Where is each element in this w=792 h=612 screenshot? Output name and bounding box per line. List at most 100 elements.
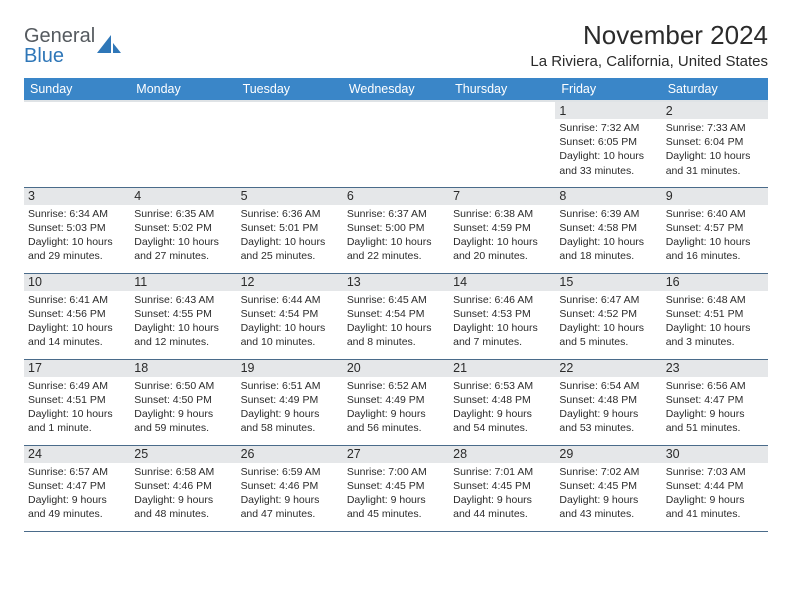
sunrise-line: Sunrise: 6:41 AM (28, 293, 126, 307)
day-number: 24 (24, 446, 130, 463)
sunrise-line: Sunrise: 6:57 AM (28, 465, 126, 479)
sunset-line: Sunset: 4:51 PM (28, 393, 126, 407)
day-number: 23 (662, 360, 768, 377)
daylight-line: Daylight: 9 hours (134, 407, 232, 421)
calendar-day-cell: 7Sunrise: 6:38 AMSunset: 4:59 PMDaylight… (449, 187, 555, 273)
sunrise-line: Sunrise: 6:52 AM (347, 379, 445, 393)
month-title: November 2024 (530, 20, 768, 51)
sunset-line: Sunset: 4:47 PM (28, 479, 126, 493)
daylight-line: Daylight: 9 hours (347, 493, 445, 507)
sunset-line: Sunset: 4:50 PM (134, 393, 232, 407)
calendar-day-cell: 10Sunrise: 6:41 AMSunset: 4:56 PMDayligh… (24, 273, 130, 359)
sunrise-line: Sunrise: 6:34 AM (28, 207, 126, 221)
day-number: 6 (343, 188, 449, 205)
calendar-day-cell: 17Sunrise: 6:49 AMSunset: 4:51 PMDayligh… (24, 359, 130, 445)
daylight-line: Daylight: 9 hours (666, 407, 764, 421)
calendar-day-cell: 4Sunrise: 6:35 AMSunset: 5:02 PMDaylight… (130, 187, 236, 273)
sunset-line: Sunset: 4:55 PM (134, 307, 232, 321)
sunset-line: Sunset: 4:54 PM (347, 307, 445, 321)
sunrise-line: Sunrise: 6:58 AM (134, 465, 232, 479)
daylight-line: and 45 minutes. (347, 507, 445, 521)
sunset-line: Sunset: 4:47 PM (666, 393, 764, 407)
sunset-line: Sunset: 4:46 PM (241, 479, 339, 493)
calendar-day-cell: 30Sunrise: 7:03 AMSunset: 4:44 PMDayligh… (662, 445, 768, 531)
daylight-line: and 43 minutes. (559, 507, 657, 521)
calendar-week-row: 17Sunrise: 6:49 AMSunset: 4:51 PMDayligh… (24, 359, 768, 445)
calendar-day-cell: 24Sunrise: 6:57 AMSunset: 4:47 PMDayligh… (24, 445, 130, 531)
day-number: 5 (237, 188, 343, 205)
sunrise-line: Sunrise: 6:50 AM (134, 379, 232, 393)
daylight-line: and 3 minutes. (666, 335, 764, 349)
sunrise-line: Sunrise: 7:00 AM (347, 465, 445, 479)
daylight-line: and 41 minutes. (666, 507, 764, 521)
daylight-line: and 14 minutes. (28, 335, 126, 349)
sunrise-line: Sunrise: 7:32 AM (559, 121, 657, 135)
daylight-line: Daylight: 10 hours (666, 321, 764, 335)
calendar-day-cell: 9Sunrise: 6:40 AMSunset: 4:57 PMDaylight… (662, 187, 768, 273)
sunset-line: Sunset: 4:56 PM (28, 307, 126, 321)
sunset-line: Sunset: 4:49 PM (241, 393, 339, 407)
calendar-day-cell: 27Sunrise: 7:00 AMSunset: 4:45 PMDayligh… (343, 445, 449, 531)
daylight-line: and 48 minutes. (134, 507, 232, 521)
day-number: 25 (130, 446, 236, 463)
day-number: 13 (343, 274, 449, 291)
calendar-day-cell: 18Sunrise: 6:50 AMSunset: 4:50 PMDayligh… (130, 359, 236, 445)
calendar-day-cell (237, 101, 343, 187)
day-number: 8 (555, 188, 661, 205)
calendar-day-cell: 23 Sunrise: 6:56 AMSunset: 4:47 PMDayligh… (662, 359, 768, 445)
daylight-line: Daylight: 10 hours (559, 321, 657, 335)
daylight-line: Daylight: 10 hours (134, 235, 232, 249)
day-number: 19 (237, 360, 343, 377)
daylight-line: and 51 minutes. (666, 421, 764, 435)
sunrise-line: Sunrise: 7:33 AM (666, 121, 764, 135)
calendar-day-cell: 11Sunrise: 6:43 AMSunset: 4:55 PMDayligh… (130, 273, 236, 359)
sunset-line: Sunset: 4:59 PM (453, 221, 551, 235)
daylight-line: Daylight: 9 hours (241, 407, 339, 421)
daylight-line: Daylight: 10 hours (559, 235, 657, 249)
sunrise-line: Sunrise: 6:56 AM (666, 379, 764, 393)
calendar-day-cell: 15Sunrise: 6:47 AMSunset: 4:52 PMDayligh… (555, 273, 661, 359)
calendar-table: Sunday Monday Tuesday Wednesday Thursday… (24, 78, 768, 532)
daylight-line: Daylight: 9 hours (666, 493, 764, 507)
day-number: 3 (24, 188, 130, 205)
calendar-day-cell: 29Sunrise: 7:02 AMSunset: 4:45 PMDayligh… (555, 445, 661, 531)
daylight-line: Daylight: 9 hours (241, 493, 339, 507)
calendar-day-cell: 16Sunrise: 6:48 AMSunset: 4:51 PMDayligh… (662, 273, 768, 359)
sunset-line: Sunset: 5:01 PM (241, 221, 339, 235)
sunset-line: Sunset: 4:58 PM (559, 221, 657, 235)
sunrise-line: Sunrise: 6:49 AM (28, 379, 126, 393)
daylight-line: Daylight: 10 hours (666, 235, 764, 249)
daylight-line: Daylight: 10 hours (453, 235, 551, 249)
brand-text: General Blue (24, 26, 95, 66)
calendar-day-cell: 20Sunrise: 6:52 AMSunset: 4:49 PMDayligh… (343, 359, 449, 445)
brand-word-1: General (24, 25, 95, 47)
sunset-line: Sunset: 4:57 PM (666, 221, 764, 235)
daylight-line: Daylight: 9 hours (559, 493, 657, 507)
calendar-day-cell: 26Sunrise: 6:59 AMSunset: 4:46 PMDayligh… (237, 445, 343, 531)
sunrise-line: Sunrise: 6:46 AM (453, 293, 551, 307)
calendar-week-row: 10 Sunrise: 6:41 AMSunset: 4:56 PM Dayligh… (24, 273, 768, 359)
daylight-line: Daylight: 9 hours (453, 407, 551, 421)
calendar-day-cell: 13Sunrise: 6:45 AMSunset: 4:54 PMDayligh… (343, 273, 449, 359)
daylight-line: Daylight: 10 hours (134, 321, 232, 335)
daylight-line: and 29 minutes. (28, 249, 126, 263)
sunrise-line: Sunrise: 7:02 AM (559, 465, 657, 479)
daylight-line: Daylight: 10 hours (347, 235, 445, 249)
day-number: 4 (130, 188, 236, 205)
daylight-line: and 22 minutes. (347, 249, 445, 263)
sunset-line: Sunset: 4:46 PM (134, 479, 232, 493)
sunset-line: Sunset: 4:45 PM (453, 479, 551, 493)
sunset-line: Sunset: 4:51 PM (666, 307, 764, 321)
sunrise-line: Sunrise: 6:36 AM (241, 207, 339, 221)
sunrise-line: Sunrise: 6:40 AM (666, 207, 764, 221)
calendar-day-cell (343, 101, 449, 187)
day-number: 21 (449, 360, 555, 377)
sunset-line: Sunset: 4:48 PM (453, 393, 551, 407)
calendar-day-cell: 22Sunrise: 6:54 AMSunset: 4:48 PMDayligh… (555, 359, 661, 445)
col-header: Thursday (449, 78, 555, 101)
day-number: 27 (343, 446, 449, 463)
day-number: 10 (24, 274, 130, 291)
brand-sail-icon (97, 33, 123, 55)
day-number: 1 (555, 102, 661, 119)
sunrise-line: Sunrise: 6:48 AM (666, 293, 764, 307)
